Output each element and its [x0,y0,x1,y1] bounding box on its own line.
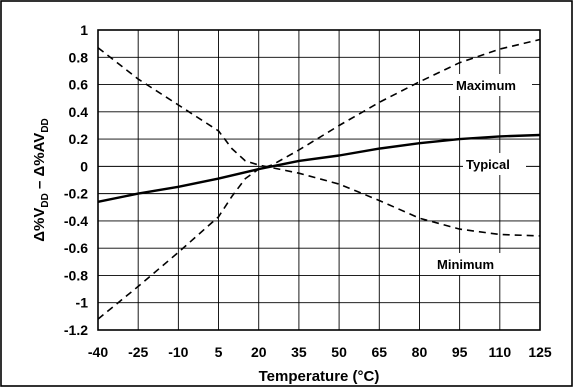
x-tick-label: 35 [291,344,307,360]
x-tick-labels: -40 -25 -10 5 20 35 50 65 80 95 110 125 [88,344,552,360]
series-line-minimum [97,47,541,237]
x-tick-label: -40 [88,344,108,360]
annotation-maximum: Maximum [456,78,516,93]
annotations: Maximum Typical Minimum [435,74,532,275]
x-tick-label: 65 [371,344,387,360]
y-tick-labels: 1 0.8 0.6 0.4 0.2 0 -0.2 -0.4 -0.6 -0.8 -1 -1.2 [64,22,88,338]
x-tick-label: 5 [215,344,223,360]
y-tick-label: 0.4 [69,104,89,120]
y-tick-label: -0.2 [64,186,88,202]
annotation-minimum-bg [435,253,513,275]
x-tick-label: 125 [528,344,552,360]
y-axis-title-part-2: – Δ%AV [31,133,48,194]
y-tick-label: 0.6 [69,77,89,93]
series-layer [97,38,541,320]
y-tick-label: 0.8 [69,49,89,65]
series-line-typical [97,133,541,203]
y-tick-label: -0.8 [64,267,88,283]
x-tick-label: -10 [168,344,188,360]
y-tick-label: 1 [80,22,88,38]
x-tick-label: 20 [251,344,267,360]
annotation-typical: Typical [466,157,510,172]
y-axis-title-sub-2: DD [40,118,51,132]
series-line-maximum [97,38,541,320]
y-tick-label: 0 [80,158,88,174]
annotation-maximum-bg [453,74,532,96]
x-tick-label: 95 [452,344,468,360]
plot-frame [97,29,541,331]
x-tick-label: 110 [489,344,512,360]
y-tick-label: -0.6 [64,240,88,256]
x-tick-label: 80 [412,344,428,360]
annotation-minimum: Minimum [437,257,494,272]
x-axis-title: Temperature (°C) [259,368,380,385]
y-axis-title: Δ%VDD – Δ%AVDD [31,118,51,242]
y-tick-label: 0.2 [69,131,89,147]
x-tick-label: -25 [128,344,148,360]
y-axis-title-part-1: Δ%V [31,208,48,242]
y-tick-label: -1.2 [64,322,88,338]
annotation-typical-bg [463,153,526,175]
y-tick-label: -1 [76,295,89,311]
x-tick-label: 50 [331,344,347,360]
y-axis-title-sub-1: DD [40,193,51,207]
y-tick-label: -0.4 [64,213,88,229]
